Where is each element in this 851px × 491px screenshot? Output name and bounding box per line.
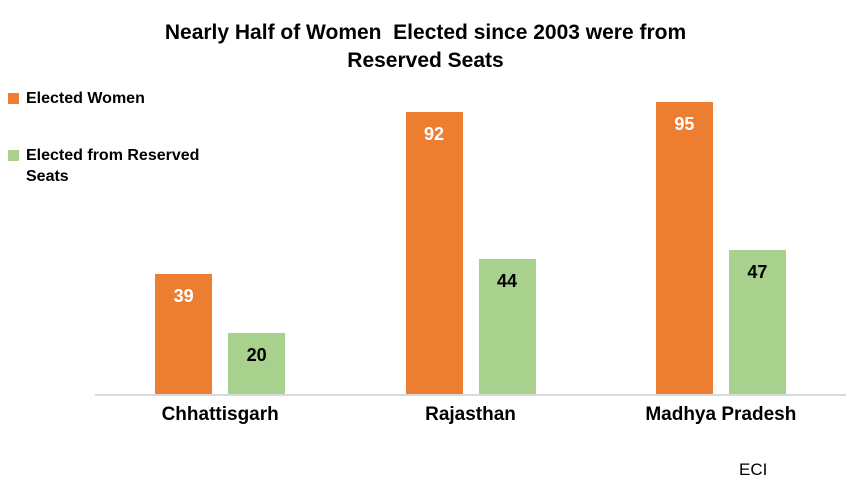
chart-legend: Elected Women Elected from Reserved Seats <box>8 88 220 223</box>
category-label-rajasthan: Rajasthan <box>425 404 516 425</box>
bar-elected-from-reserved-seats-rajasthan: 44 <box>478 259 536 394</box>
x-axis-line <box>95 394 846 396</box>
bar-value-label: 44 <box>496 271 518 291</box>
source-note: ECI <box>739 460 768 479</box>
bar-value-label: 92 <box>423 124 445 144</box>
chart-title-line2: Reserved Seats <box>347 49 504 72</box>
bar-elected-women-chhattisgarh: 39 <box>155 274 213 394</box>
bar-elected-from-reserved-seats-madhya-pradesh: 47 <box>728 250 786 394</box>
bar-elected-women-madhya-pradesh: 95 <box>655 102 713 394</box>
legend-swatch-icon <box>8 93 19 104</box>
legend-swatch-icon <box>8 150 19 161</box>
bar-value-label: 95 <box>674 114 695 134</box>
bar-value-label: 39 <box>173 286 194 306</box>
legend-item-elected-from-reserved-seats: Elected from Reserved Seats <box>8 145 220 187</box>
bar-elected-from-reserved-seats-chhattisgarh: 20 <box>228 333 286 394</box>
bar-elected-women-rajasthan: 92 <box>405 112 463 394</box>
category-label-chhattisgarh: Chhattisgarh <box>161 404 279 425</box>
bar-value-label: 20 <box>246 345 267 365</box>
legend-item-elected-women: Elected Women <box>8 88 220 109</box>
bar-value-label: 47 <box>747 262 768 282</box>
legend-label: Elected from Reserved Seats <box>26 147 200 185</box>
category-label-madhya-pradesh: Madhya Pradesh <box>645 404 797 425</box>
chart-title: Nearly Half of Women Elected since 2003 … <box>0 19 851 75</box>
chart-title-line1: Nearly Half of Women Elected since 2003 … <box>164 21 687 44</box>
legend-label: Elected Women <box>26 90 145 107</box>
